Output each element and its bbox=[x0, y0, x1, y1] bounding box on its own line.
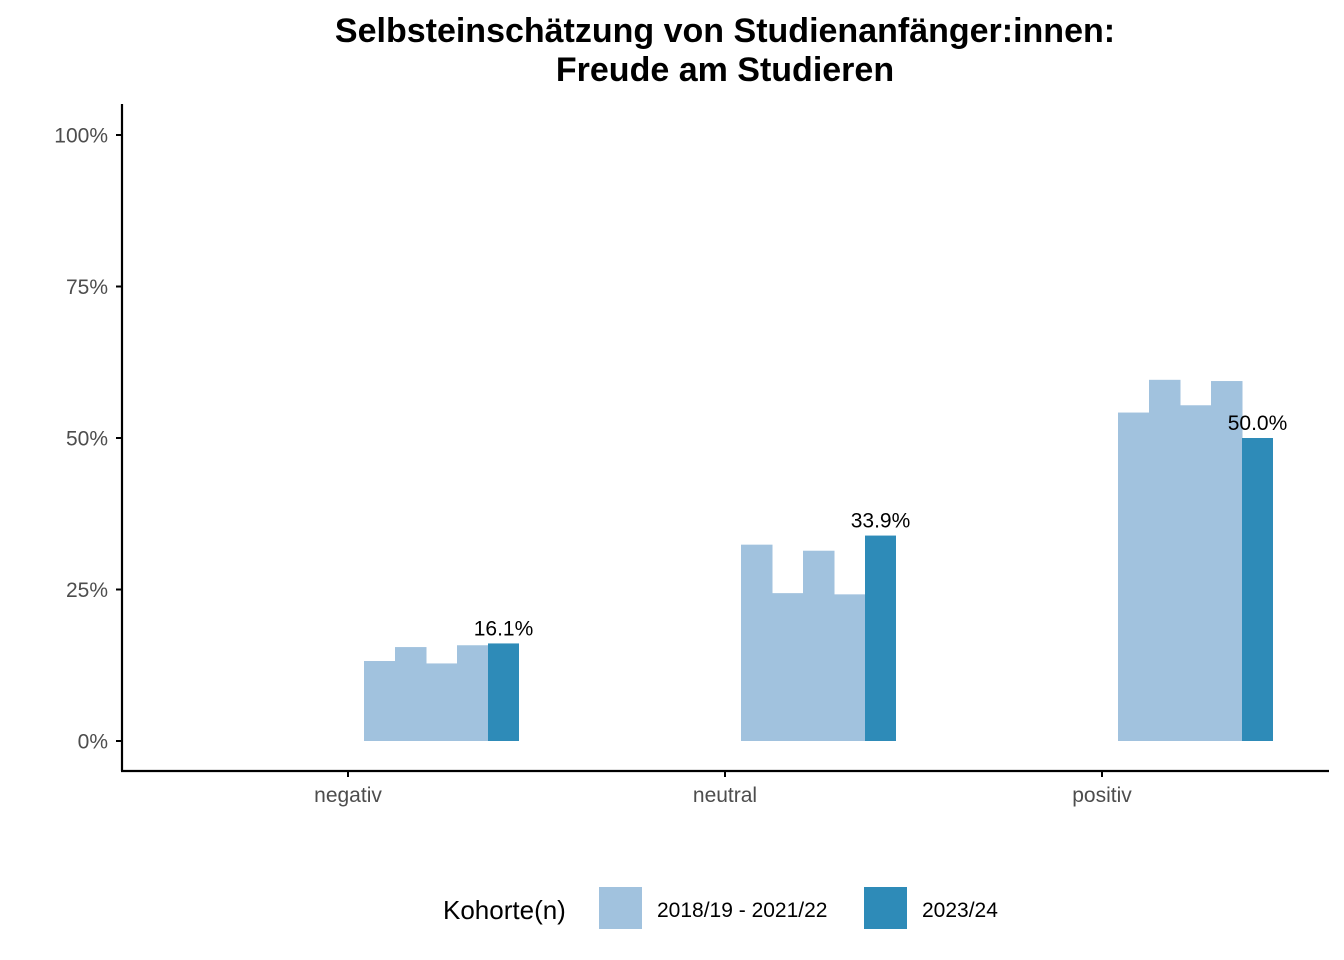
bar-current-positiv bbox=[1242, 438, 1273, 741]
x-axis-ticks: negativ neutral positiv bbox=[314, 771, 1132, 807]
y-tick-label: 25% bbox=[66, 579, 108, 602]
chart-subtitle: Freude am Studieren bbox=[556, 51, 894, 89]
legend-label-past: 2018/19 - 2021/22 bbox=[657, 899, 827, 922]
bar-past-negativ-3 bbox=[426, 663, 458, 741]
bar-past-negativ-1 bbox=[364, 661, 396, 741]
legend: Kohorte(n) 2018/19 - 2021/22 2023/24 bbox=[443, 887, 998, 929]
plot-area: 16.1% 33.9% 50.0% bbox=[364, 379, 1288, 741]
bar-past-neutral-4 bbox=[834, 594, 866, 741]
bar-current-neutral bbox=[865, 535, 896, 741]
x-tick-label-neutral: neutral bbox=[693, 784, 757, 807]
bar-past-negativ-2 bbox=[395, 647, 427, 741]
y-axis-ticks: 0% 25% 50% 75% 100% bbox=[54, 125, 122, 754]
data-label-positiv: 50.0% bbox=[1228, 412, 1288, 435]
legend-swatch-current bbox=[864, 887, 907, 929]
y-tick-label: 100% bbox=[54, 125, 108, 148]
y-tick-label: 0% bbox=[78, 731, 108, 754]
legend-swatch-past bbox=[599, 887, 642, 929]
bar-past-neutral-1 bbox=[741, 544, 773, 741]
bar-past-neutral-3 bbox=[803, 550, 835, 741]
y-tick-label: 50% bbox=[66, 428, 108, 451]
data-label-negativ: 16.1% bbox=[474, 617, 534, 640]
bar-past-positiv-1 bbox=[1118, 412, 1150, 741]
legend-title: Kohorte(n) bbox=[443, 895, 566, 925]
y-tick-label: 75% bbox=[66, 276, 108, 299]
chart-title: Selbsteinschätzung von Studienanfänger:i… bbox=[335, 12, 1115, 50]
bar-past-negativ-4 bbox=[457, 645, 489, 741]
bar-past-positiv-4 bbox=[1211, 381, 1243, 741]
legend-label-current: 2023/24 bbox=[922, 899, 998, 922]
bar-past-positiv-3 bbox=[1180, 405, 1212, 741]
bar-past-positiv-2 bbox=[1149, 379, 1181, 741]
data-label-neutral: 33.9% bbox=[851, 510, 911, 533]
x-tick-label-negativ: negativ bbox=[314, 784, 382, 807]
bar-current-negativ bbox=[488, 643, 519, 741]
bar-past-neutral-2 bbox=[772, 593, 804, 741]
x-tick-label-positiv: positiv bbox=[1072, 784, 1132, 807]
